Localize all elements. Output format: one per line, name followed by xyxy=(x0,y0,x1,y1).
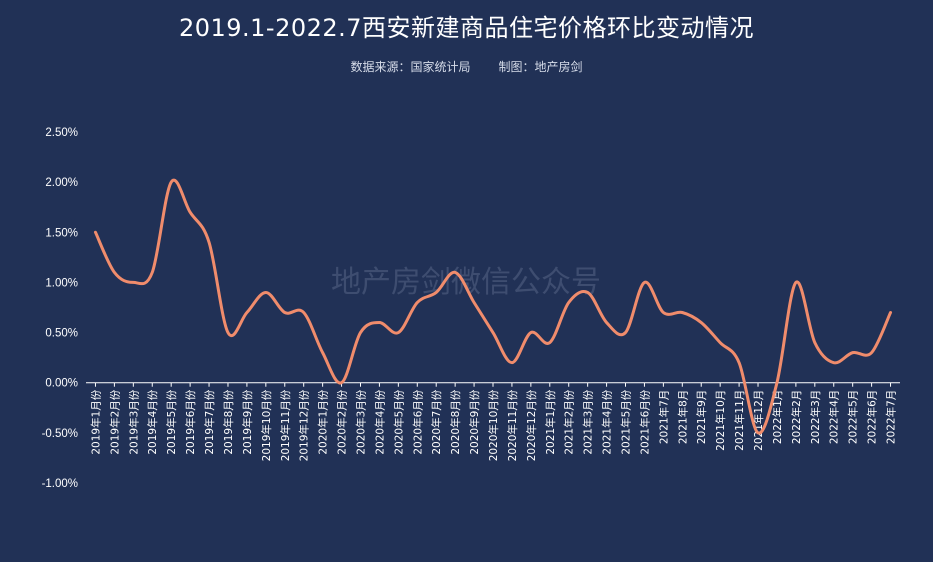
x-tick-label: 2020年4月份 xyxy=(373,389,386,454)
data-source: 数据来源：国家统计局 xyxy=(350,60,471,74)
x-tick-label: 2022年1月 xyxy=(771,390,784,444)
x-tick-label: 2020年3月份 xyxy=(354,389,367,454)
y-tick-label: 1.00% xyxy=(45,277,78,289)
x-tick-label: 2021年4月份 xyxy=(601,389,614,454)
x-tick-label: 2019年1月份 xyxy=(89,389,102,454)
y-tick-label: 1.50% xyxy=(45,227,78,239)
y-tick-label: -0.50% xyxy=(42,428,78,440)
x-tick-label: 2019年6月份 xyxy=(184,389,197,454)
x-tick-label: 2019年8月份 xyxy=(222,389,235,454)
x-tick-label: 2022年3月 xyxy=(809,390,822,444)
x-tick-label: 2020年11月份 xyxy=(506,389,519,461)
watermark-text: 地产房剑微信公众号 xyxy=(331,265,601,300)
chart-author: 制图：地产房剑 xyxy=(498,60,583,74)
x-tick-label: 2021年7月 xyxy=(657,390,670,444)
x-tick-label: 2020年1月份 xyxy=(317,389,330,454)
x-tick-label: 2021年1月份 xyxy=(544,389,557,454)
y-tick-label: 2.50% xyxy=(45,127,78,139)
x-tick-label: 2022年5月 xyxy=(847,390,860,444)
x-tick-label: 2019年3月份 xyxy=(127,389,140,454)
x-tick-label: 2020年10月份 xyxy=(487,389,500,461)
x-tick-label: 2021年10月 xyxy=(714,390,727,451)
x-tick-label: 2019年2月份 xyxy=(108,389,121,454)
x-tick-label: 2021年12月 xyxy=(752,390,765,451)
x-tick-label: 2022年6月 xyxy=(866,390,879,444)
x-tick-label: 2020年2月份 xyxy=(336,389,349,454)
y-tick-label: 0.00% xyxy=(45,378,78,390)
x-tick-label: 2021年11月 xyxy=(733,390,746,451)
x-tick-label: 2019年9月份 xyxy=(241,389,254,454)
x-tick-label: 2022年4月 xyxy=(828,390,841,444)
x-tick-label: 2021年9月 xyxy=(695,390,708,444)
x-tick-label: 2021年5月份 xyxy=(620,389,633,454)
y-tick-label: 2.00% xyxy=(45,177,78,189)
x-tick-label: 2022年7月 xyxy=(885,390,898,444)
x-tick-label: 2021年8月 xyxy=(676,390,689,444)
x-tick-label: 2020年7月份 xyxy=(430,389,443,454)
x-tick-label: 2019年10月份 xyxy=(260,389,273,461)
x-tick-label: 2022年2月 xyxy=(790,390,803,444)
x-tick-label: 2019年7月份 xyxy=(203,389,216,454)
series-line xyxy=(93,178,893,435)
x-tick-label: 2019年11月份 xyxy=(279,389,292,461)
x-tick-label: 2019年5月份 xyxy=(165,389,178,454)
chart-subtitle: 数据来源：国家统计局 制图：地产房剑 xyxy=(0,58,933,75)
y-tick-label: -1.00% xyxy=(42,478,78,490)
chart-title: 2019.1-2022.7西安新建商品住宅价格环比变动情况 xyxy=(178,14,755,42)
x-tick-label: 2019年4月份 xyxy=(146,389,159,454)
y-tick-label: 0.50% xyxy=(45,328,78,340)
x-tick-label: 2021年3月份 xyxy=(582,389,595,454)
x-tick-label: 2020年5月份 xyxy=(392,389,405,454)
x-tick-label: 2020年6月份 xyxy=(411,389,424,454)
x-tick-label: 2020年8月份 xyxy=(449,389,462,454)
x-tick-label: 2021年6月份 xyxy=(638,389,651,454)
x-tick-label: 2021年2月份 xyxy=(563,389,576,454)
x-tick-label: 2020年12月份 xyxy=(525,389,538,461)
x-tick-label: 2019年12月份 xyxy=(298,389,311,461)
x-tick-label: 2020年9月份 xyxy=(468,389,481,454)
